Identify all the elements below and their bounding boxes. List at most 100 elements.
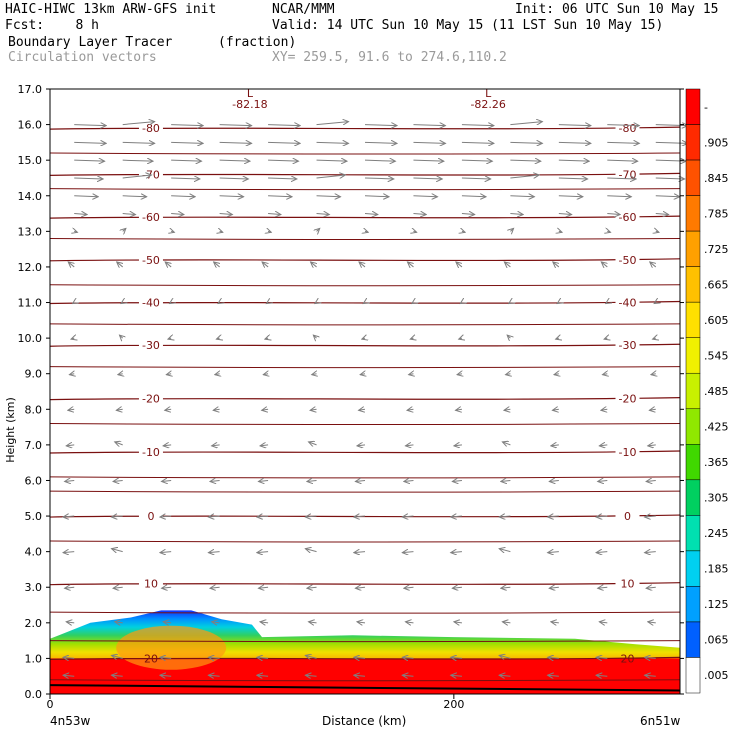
wind-vector — [305, 549, 317, 552]
wind-vector — [74, 142, 106, 143]
wind-vector — [266, 303, 268, 304]
wind-vector — [601, 409, 608, 410]
wind-vector — [268, 142, 300, 143]
wind-vector — [454, 445, 462, 446]
colorbar-label: - — [704, 101, 708, 114]
wind-vector — [317, 228, 320, 231]
wind-vector — [210, 480, 220, 481]
colorbar-label: .005 — [704, 669, 729, 682]
wind-vector — [268, 125, 300, 126]
wind-vector — [66, 445, 75, 446]
isotherm-label-bg — [615, 445, 640, 457]
wind-vector — [74, 231, 77, 232]
wind-vector — [655, 214, 669, 215]
wind-vector — [645, 657, 656, 658]
wind-vector — [364, 178, 394, 179]
wind-vector — [74, 160, 104, 161]
isotherm-label: -40 — [619, 297, 637, 310]
wind-vector — [510, 122, 542, 125]
wind-vector — [257, 657, 269, 658]
colorbar-label: .185 — [704, 563, 729, 576]
colorbar-swatch — [685, 195, 701, 232]
wind-vector — [510, 142, 542, 143]
wind-vector — [122, 160, 153, 161]
wind-vector — [457, 374, 462, 375]
wind-vector — [553, 262, 559, 267]
wind-vector — [171, 196, 195, 197]
wind-vector — [71, 338, 74, 339]
wind-vector — [510, 214, 523, 215]
isotherm-label-bg — [615, 338, 640, 351]
isotherm-label: 10 — [621, 578, 635, 591]
wind-vector — [115, 622, 123, 623]
wind-vector — [260, 622, 269, 623]
wind-vector — [402, 516, 414, 517]
wind-vector — [354, 657, 366, 658]
wind-vector — [313, 335, 316, 338]
isotherm-label-bg — [615, 576, 640, 589]
isotherm-label: -20 — [142, 393, 160, 406]
colorbar-label: .605 — [704, 314, 729, 327]
wind-vector — [160, 516, 172, 517]
wind-vector — [307, 587, 317, 588]
wind-vector — [215, 374, 220, 375]
isotherm-label-bg — [615, 252, 640, 265]
wind-vector — [171, 231, 174, 232]
wind-vector — [645, 516, 656, 517]
wind-vector — [171, 125, 203, 126]
wind-vector — [462, 231, 465, 232]
wind-vector — [654, 303, 656, 304]
wind-vector — [607, 196, 631, 197]
wind-vector — [265, 338, 268, 339]
wind-vector — [598, 480, 608, 481]
isotherm-label: 20 — [621, 652, 635, 665]
wind-vector — [122, 214, 136, 215]
low-marker: L — [247, 87, 254, 100]
colorbar-swatch — [685, 657, 701, 694]
wind-vector — [118, 374, 123, 375]
wind-vector — [607, 160, 637, 161]
wind-vector — [413, 160, 443, 161]
wind-vector — [364, 196, 389, 197]
isotherm-unlabeled-5 — [49, 366, 681, 369]
wind-vector — [212, 622, 220, 623]
wind-vector — [171, 160, 201, 161]
wind-vector — [122, 122, 155, 125]
colorbar-swatch — [685, 159, 701, 196]
colorbar-swatch — [685, 586, 701, 623]
wind-vector — [596, 516, 608, 517]
wind-vector — [208, 657, 220, 658]
wind-vector — [268, 196, 292, 197]
low-value: -82.18 — [232, 98, 267, 111]
cross-section-coords: XY= 259.5, 91.6 to 274.6,110.2 — [272, 50, 507, 65]
wind-vector — [268, 178, 297, 179]
wind-vector — [119, 335, 122, 338]
isotherm-label-bg — [615, 509, 640, 522]
wind-vector — [364, 142, 397, 143]
y-tick-label: 4.0 — [25, 546, 43, 559]
wind-vector — [73, 303, 75, 304]
isotherm-unlabeled-9 — [49, 540, 681, 543]
wind-vector — [646, 480, 656, 481]
wind-vector — [557, 303, 559, 304]
isotherm-label-bg — [138, 509, 163, 522]
wind-vector — [461, 142, 494, 143]
wind-vector — [645, 675, 656, 676]
isotherm-label-bg — [615, 391, 640, 404]
wind-vector — [219, 178, 249, 179]
x-axis-label: Distance (km) — [322, 714, 407, 728]
wind-vector — [111, 655, 123, 658]
wind-vector — [210, 587, 220, 588]
wind-vector — [413, 196, 437, 197]
isotherm-label: -60 — [142, 211, 160, 224]
colorbar-swatch — [685, 124, 701, 161]
wind-vector — [413, 125, 445, 126]
colorbar-swatch — [685, 266, 701, 303]
forecast-hour: Fcst: 8 h — [5, 18, 99, 33]
colorbar-swatch — [685, 301, 701, 338]
colorbar-label: .425 — [704, 421, 729, 434]
field-units: (fraction) — [218, 35, 297, 50]
isotherm-6 — [49, 397, 681, 401]
isotherm-label: -60 — [619, 211, 637, 224]
wind-vector — [607, 178, 636, 179]
